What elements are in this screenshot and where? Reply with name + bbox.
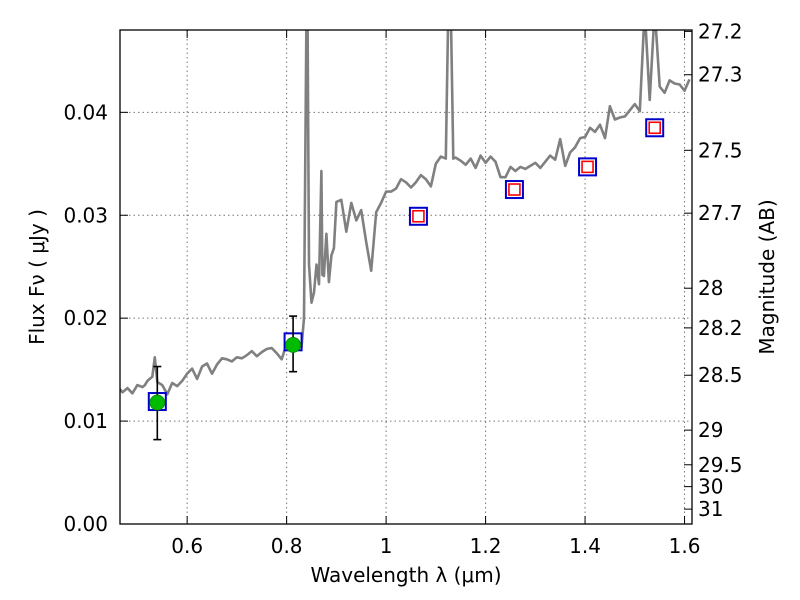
x-tick-label: 0.6 [171,534,203,558]
y2-tick-label: 28 [698,276,723,300]
predicted-point [412,209,425,223]
y2-tick-label: 28.5 [698,363,743,387]
y2-tick-label: 27.2 [698,19,743,43]
spectrum-line [120,30,691,396]
model-point [504,180,524,200]
x-tick-label: 1.4 [569,534,601,558]
y2-axis-title: Magnitude (AB) [755,199,779,354]
x-axis-title: Wavelength λ (μm) [310,563,501,587]
photometry-markers [147,118,665,441]
y-axis-title: Flux Fν ( μJy ) [25,209,49,345]
spectrum-series [120,30,691,396]
y-tick-label: 0.03 [63,203,108,227]
observed-point [149,394,166,411]
model-point [578,157,598,177]
y2-tick-label: 27.7 [698,201,743,225]
axis-ticks: 0.6 0.8 1 1.2 1.4 1.6 0.00 0.01 0.02 0.03 0.04 27.2… [63,19,742,558]
grid-lines [120,30,692,524]
model-point [645,118,665,138]
y2-tick-label: 29 [698,418,723,442]
x-tick-label: 1.2 [470,534,502,558]
y-tick-label: 0.00 [63,512,108,536]
y2-tick-label: 27.5 [698,138,743,162]
y2-tick-label: 28.2 [698,316,743,340]
y-tick-label: 0.02 [63,306,108,330]
y2-tick-label: 27.3 [698,63,743,87]
plot-frame [119,29,693,525]
y-tick-label: 0.04 [63,100,108,124]
predicted-point [508,183,521,196]
predicted-point [648,121,661,135]
y2-tick-label: 30 [698,475,723,499]
y2-tick-label: 29.5 [698,453,743,477]
y-tick-label: 0.01 [63,409,108,433]
model-point [408,206,428,226]
y2-tick-label: 31 [698,497,723,521]
x-tick-label: 1.6 [669,534,701,558]
predicted-point [581,160,594,174]
x-tick-label: 0.8 [271,534,303,558]
observed-point [285,337,301,353]
x-tick-label: 1 [380,534,393,558]
